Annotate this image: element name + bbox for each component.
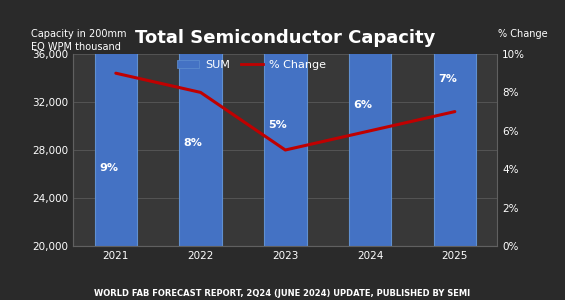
Bar (179, 0, 221, 246)
Legend: SUM, % Change: SUM, % Change (173, 56, 330, 75)
Text: % Change: % Change (498, 29, 548, 39)
Text: 5%: 5% (268, 120, 287, 130)
Text: 9%: 9% (99, 163, 118, 173)
Text: 8%: 8% (184, 138, 202, 148)
Bar (434, 0, 476, 246)
Text: 6%: 6% (353, 100, 372, 110)
Bar (349, 0, 391, 246)
Text: Capacity in 200mm
EQ WPM thousand: Capacity in 200mm EQ WPM thousand (31, 29, 127, 52)
Text: WORLD FAB FORECAST REPORT, 2Q24 (JUNE 2024) UPDATE, PUBLISHED BY SEMI: WORLD FAB FORECAST REPORT, 2Q24 (JUNE 20… (94, 290, 471, 298)
Title: Total Semiconductor Capacity: Total Semiconductor Capacity (135, 29, 436, 47)
Bar (264, 0, 306, 246)
Bar (95, 0, 137, 246)
Text: 7%: 7% (438, 74, 457, 84)
